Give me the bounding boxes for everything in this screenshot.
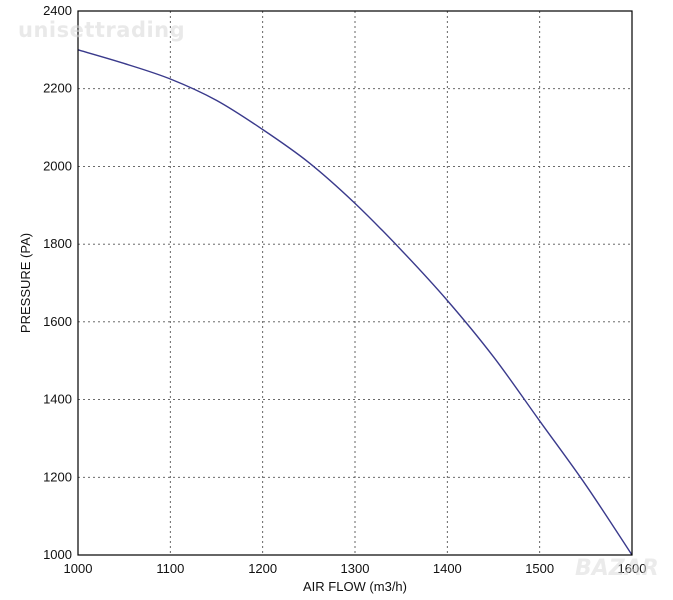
y-tick-labels: 1000 1200 1400 1600 1800 2000 2200 2400 (43, 3, 72, 562)
x-tick-label: 1500 (525, 561, 554, 576)
y-tick-label: 1800 (43, 236, 72, 251)
plot-frame (77, 10, 633, 556)
x-tick-label: 1000 (64, 561, 93, 576)
x-tick-labels: 1000 1100 1200 1300 1400 1500 1600 (64, 561, 647, 576)
series-line-0 (77, 49, 633, 556)
y-tick-label: 2000 (43, 158, 72, 173)
y-tick-label: 1000 (43, 547, 72, 562)
x-tick-label: 1100 (156, 561, 184, 576)
y-tick-label: 2200 (43, 81, 72, 96)
y-tick-label: 1400 (43, 392, 72, 407)
x-axis-title: AIR FLOW (m3/h) (303, 579, 407, 594)
x-tick-label: 1200 (248, 561, 277, 576)
y-tick-label: 2400 (43, 3, 72, 18)
y-axis-title: PRESSURE (PA) (18, 233, 33, 333)
x-tick-label: 1400 (433, 561, 462, 576)
y-tick-label: 1200 (43, 469, 72, 484)
x-tick-label: 1600 (618, 561, 647, 576)
watermark-bottom: BAZAR (575, 556, 659, 581)
series-layer (77, 49, 633, 556)
chart-grid (78, 11, 632, 555)
watermark-top: unisettrading (18, 18, 186, 42)
x-tick-label: 1300 (341, 561, 370, 576)
y-tick-label: 1600 (43, 314, 72, 329)
